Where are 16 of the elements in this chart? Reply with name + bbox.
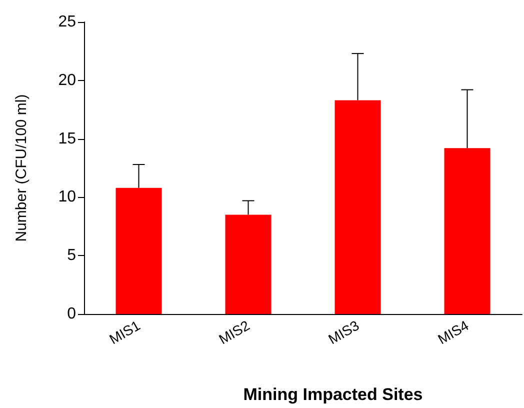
x-tick-label: MIS4 — [434, 316, 472, 348]
bar — [116, 188, 162, 314]
y-tick-label: 20 — [58, 72, 76, 89]
x-tick-label: MIS2 — [216, 316, 252, 348]
y-axis-title: Number (CFU/100 ml) — [13, 94, 30, 242]
y-tick-label: 5 — [67, 247, 76, 264]
x-tick-label: MIS1 — [106, 316, 143, 348]
x-axis-title: Mining Impacted Sites — [243, 385, 423, 404]
bar — [225, 214, 272, 314]
y-tick-label: 15 — [58, 130, 76, 148]
bar — [444, 148, 490, 314]
y-tick-label: 10 — [58, 188, 76, 206]
bar — [334, 100, 381, 314]
y-tick-label: 0 — [67, 306, 76, 322]
y-tick-label: 25 — [58, 14, 76, 30]
x-tick-label: MIS3 — [325, 316, 362, 348]
